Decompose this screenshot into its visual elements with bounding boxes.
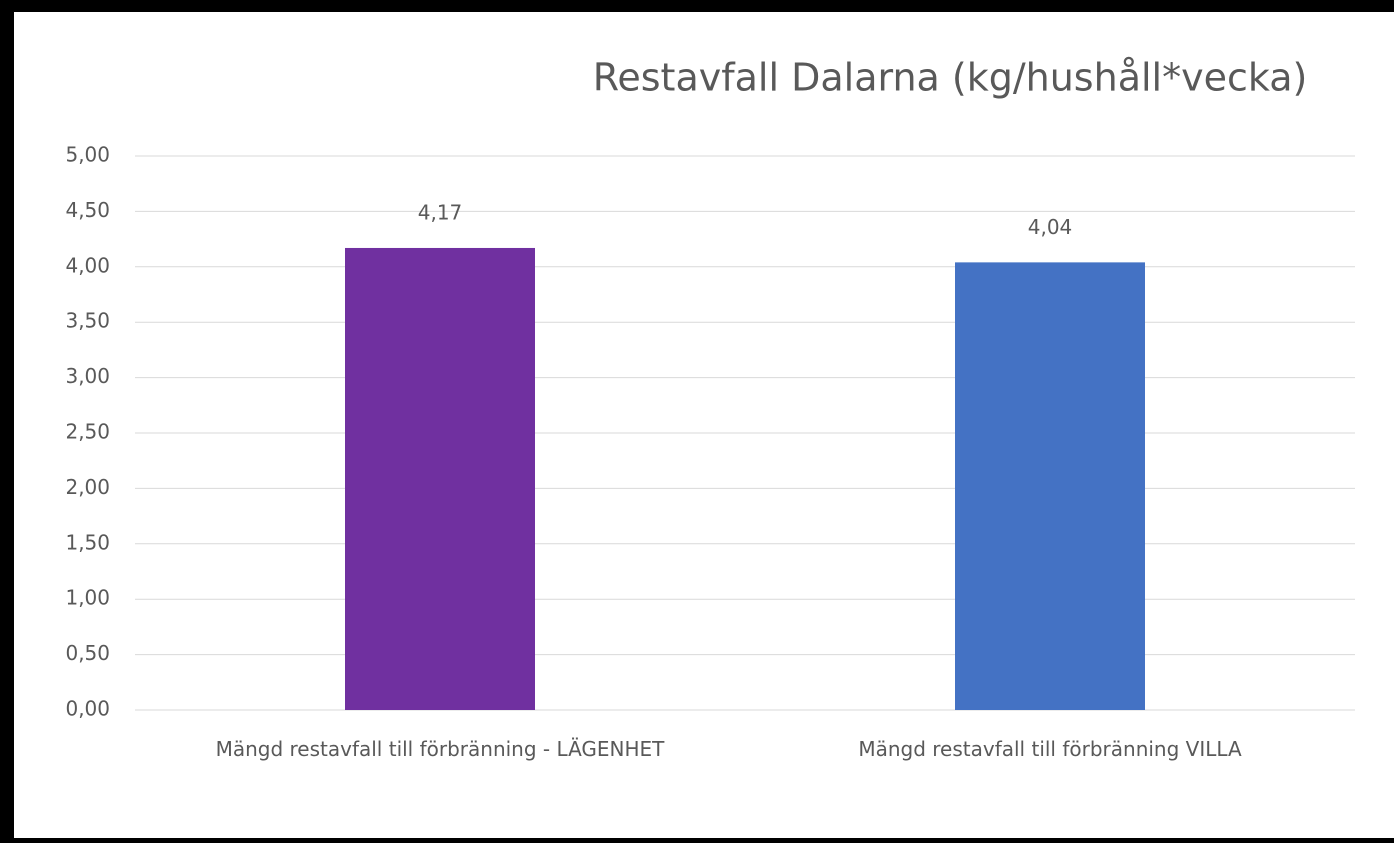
data-label: 4,17 bbox=[418, 200, 463, 224]
y-tick-label: 0,50 bbox=[65, 641, 110, 665]
y-tick-label: 3,00 bbox=[65, 364, 110, 388]
y-tick-label: 1,50 bbox=[65, 530, 110, 554]
y-tick-label: 0,00 bbox=[65, 697, 110, 721]
y-tick-label: 4,00 bbox=[65, 253, 110, 277]
x-tick-label: Mängd restavfall till förbränning - LÄGE… bbox=[215, 737, 665, 761]
x-tick-label: Mängd restavfall till förbränning VILLA bbox=[858, 737, 1242, 761]
y-tick-label: 1,00 bbox=[65, 586, 110, 610]
y-tick-label: 2,50 bbox=[65, 420, 110, 444]
data-label: 4,04 bbox=[1028, 215, 1073, 239]
chart-title: Restavfall Dalarna (kg/hushåll*vecka) bbox=[593, 56, 1308, 100]
chart: Restavfall Dalarna (kg/hushåll*vecka) 0,… bbox=[65, 56, 1355, 721]
y-tick-label: 5,00 bbox=[65, 143, 110, 167]
y-tick-label: 4,50 bbox=[65, 198, 110, 222]
chart-area: Restavfall Dalarna (kg/hushåll*vecka) 0,… bbox=[14, 12, 1394, 838]
y-tick-label: 3,50 bbox=[65, 309, 110, 333]
bar bbox=[955, 262, 1145, 710]
y-tick-label: 2,00 bbox=[65, 475, 110, 499]
bar bbox=[345, 247, 535, 711]
